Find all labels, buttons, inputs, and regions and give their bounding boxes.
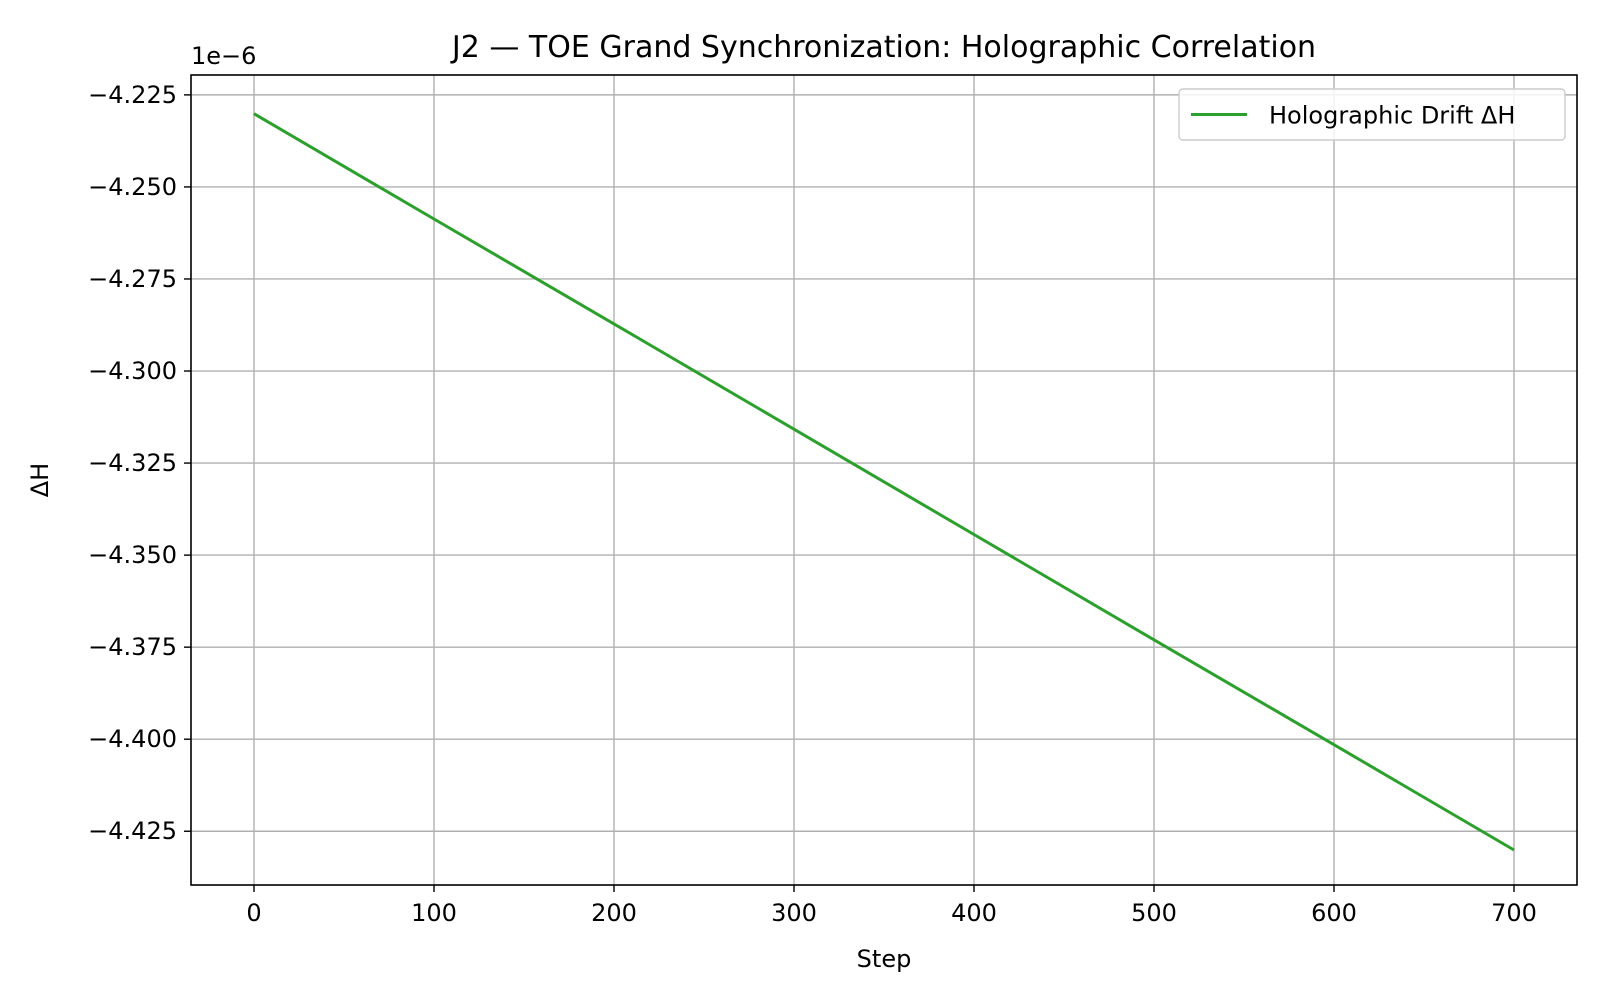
x-tick-label: 300 <box>771 899 817 927</box>
y-axis-offset-label: 1e−6 <box>191 42 256 70</box>
y-tick-label: −4.250 <box>88 173 177 201</box>
y-tick-label: −4.325 <box>88 449 177 477</box>
x-tick-label: 400 <box>951 899 997 927</box>
y-axis-label: ΔH <box>26 463 54 497</box>
series-line <box>253 112 1515 852</box>
x-tick-label: 0 <box>246 899 261 927</box>
series-layer <box>253 112 1515 852</box>
x-tick-label: 600 <box>1311 899 1357 927</box>
grid-layer <box>191 75 1577 885</box>
x-tick-label: 700 <box>1491 899 1537 927</box>
y-tick-label: −4.425 <box>88 817 177 845</box>
y-tick-label: −4.350 <box>88 541 177 569</box>
legend: Holographic Drift ΔH <box>1178 88 1566 141</box>
y-tick-label: −4.400 <box>88 725 177 753</box>
y-tick-label: −4.300 <box>88 357 177 385</box>
tick-layer: 0 100 200 300 400 500 600 700 −4.225 −4.250 −4.275… <box>88 81 1537 927</box>
y-tick-label: −4.275 <box>88 265 177 293</box>
y-tick-label: −4.375 <box>88 633 177 661</box>
legend-box <box>1178 88 1566 141</box>
plot-frame <box>190 74 1578 886</box>
y-tick-label: −4.225 <box>88 81 177 109</box>
x-tick-label: 500 <box>1131 899 1177 927</box>
x-tick-label: 100 <box>411 899 457 927</box>
x-axis-label: Step <box>857 945 912 973</box>
x-tick-label: 200 <box>591 899 637 927</box>
chart-title: J2 — TOE Grand Synchronization: Holograp… <box>450 30 1316 65</box>
legend-label: Holographic Drift ΔH <box>1269 102 1515 130</box>
